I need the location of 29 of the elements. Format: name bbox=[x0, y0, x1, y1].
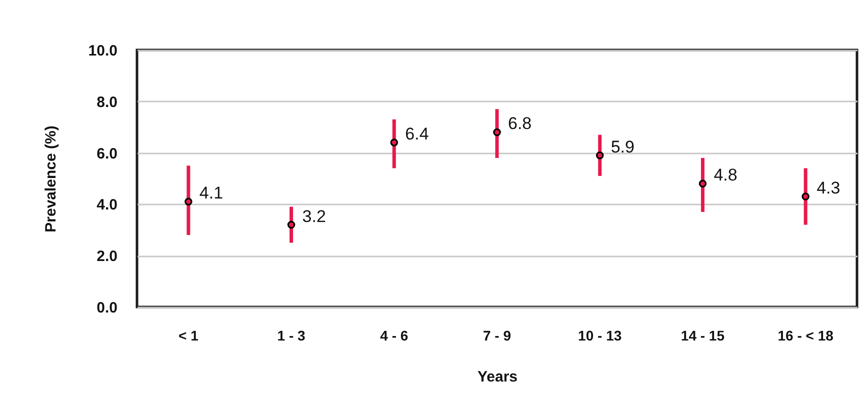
point bbox=[390, 138, 398, 146]
x-axis-title: Years bbox=[477, 368, 518, 386]
point bbox=[184, 198, 192, 206]
x-tick-label: 7 - 9 bbox=[482, 328, 512, 344]
data-label: 3.2 bbox=[302, 206, 326, 226]
x-tick-label: < 1 bbox=[178, 328, 199, 344]
data-label: 6.4 bbox=[405, 124, 429, 144]
point bbox=[698, 180, 707, 188]
x-tick-label: 1 - 3 bbox=[277, 328, 306, 344]
y-tick-label: 4.0 bbox=[96, 196, 118, 214]
y-tick-label: 6.0 bbox=[96, 145, 118, 162]
y-tick-label: 8.0 bbox=[96, 94, 118, 111]
data-label: 4.3 bbox=[816, 178, 840, 198]
point bbox=[287, 220, 296, 229]
y-tick-label: 0.0 bbox=[96, 300, 118, 316]
y-tick-label: 2.0 bbox=[96, 248, 118, 266]
x-tick-label: 14 - 15 bbox=[680, 328, 725, 344]
data-label: 4.8 bbox=[714, 166, 738, 185]
data-label: 4.1 bbox=[199, 184, 224, 203]
x-tick-label: 4 - 6 bbox=[380, 328, 408, 344]
x-tick-label: 10 - 13 bbox=[578, 328, 622, 344]
point bbox=[493, 128, 501, 136]
x-tick-label: 16 - < 18 bbox=[778, 328, 834, 344]
point bbox=[596, 151, 604, 160]
point bbox=[802, 192, 810, 200]
data-label: 5.9 bbox=[610, 137, 634, 156]
y-tick-label: 10.0 bbox=[88, 42, 118, 60]
y-axis-title: Prevalence (%) bbox=[42, 126, 60, 232]
data-label: 6.8 bbox=[508, 114, 532, 134]
